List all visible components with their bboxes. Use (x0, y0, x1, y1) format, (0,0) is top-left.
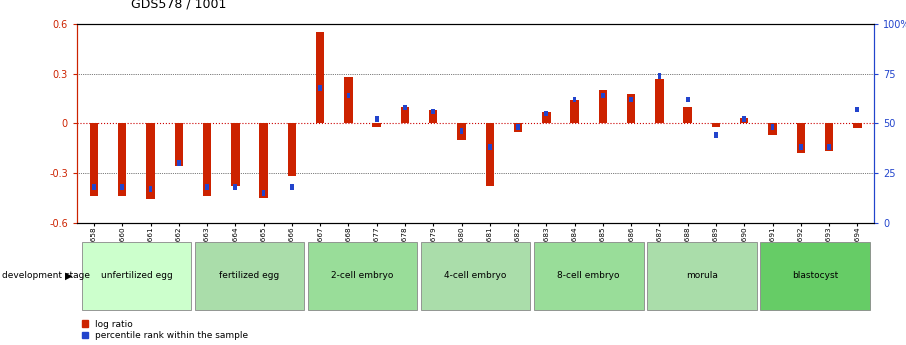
Bar (92, 184, 96, 190)
Bar (630, 97, 633, 102)
Text: ▶: ▶ (65, 271, 72, 281)
Bar (658, 73, 661, 79)
Bar (375, 117, 379, 122)
Bar (372, 124, 381, 127)
Bar (175, 124, 183, 166)
Bar (287, 124, 296, 176)
Bar (516, 125, 520, 130)
Bar (686, 97, 689, 102)
FancyBboxPatch shape (195, 242, 304, 310)
Bar (573, 97, 576, 102)
FancyBboxPatch shape (420, 242, 531, 310)
Bar (90, 124, 98, 196)
Bar (712, 124, 720, 127)
Bar (740, 118, 748, 124)
Bar (234, 184, 237, 190)
Bar (344, 77, 352, 124)
Bar (514, 124, 522, 131)
FancyBboxPatch shape (647, 242, 757, 310)
Bar (853, 124, 862, 128)
Bar (458, 124, 466, 140)
FancyBboxPatch shape (760, 242, 870, 310)
Bar (488, 144, 492, 150)
Bar (742, 117, 746, 122)
Bar (627, 93, 635, 124)
Text: 4-cell embryo: 4-cell embryo (445, 272, 506, 280)
Bar (146, 124, 155, 199)
Bar (149, 186, 152, 192)
Text: unfertilized egg: unfertilized egg (101, 272, 172, 280)
Bar (571, 100, 579, 124)
Bar (120, 184, 124, 190)
Bar (542, 112, 551, 124)
Bar (118, 124, 127, 196)
Bar (824, 124, 834, 151)
Bar (799, 144, 803, 150)
Bar (259, 124, 268, 198)
FancyBboxPatch shape (534, 242, 643, 310)
Bar (262, 190, 265, 196)
Bar (545, 110, 548, 116)
Bar (231, 124, 239, 186)
Text: GDS578 / 1001: GDS578 / 1001 (131, 0, 226, 10)
Bar (431, 109, 435, 114)
Text: 2-cell embryo: 2-cell embryo (332, 272, 394, 280)
Bar (400, 107, 410, 124)
Bar (290, 184, 294, 190)
Bar (827, 144, 831, 150)
Bar (771, 125, 775, 130)
Bar (206, 184, 209, 190)
Bar (855, 107, 859, 112)
Bar (796, 124, 805, 153)
Bar (347, 93, 351, 98)
Bar (177, 160, 180, 166)
Bar (318, 85, 322, 90)
Bar (768, 124, 776, 135)
Bar (316, 32, 324, 124)
Bar (599, 90, 607, 124)
FancyBboxPatch shape (82, 242, 191, 310)
Bar (601, 93, 604, 98)
Text: fertilized egg: fertilized egg (219, 272, 280, 280)
Legend: log ratio, percentile rank within the sample: log ratio, percentile rank within the sa… (82, 320, 248, 341)
Text: development stage: development stage (2, 272, 90, 280)
Bar (486, 124, 494, 186)
Bar (203, 124, 211, 196)
Bar (655, 79, 664, 124)
Text: morula: morula (686, 272, 718, 280)
Text: 8-cell embryo: 8-cell embryo (557, 272, 620, 280)
Bar (403, 105, 407, 110)
Bar (459, 128, 463, 134)
FancyBboxPatch shape (308, 242, 418, 310)
Text: blastocyst: blastocyst (792, 272, 838, 280)
Bar (429, 110, 438, 124)
Bar (683, 107, 692, 124)
Bar (714, 132, 718, 138)
